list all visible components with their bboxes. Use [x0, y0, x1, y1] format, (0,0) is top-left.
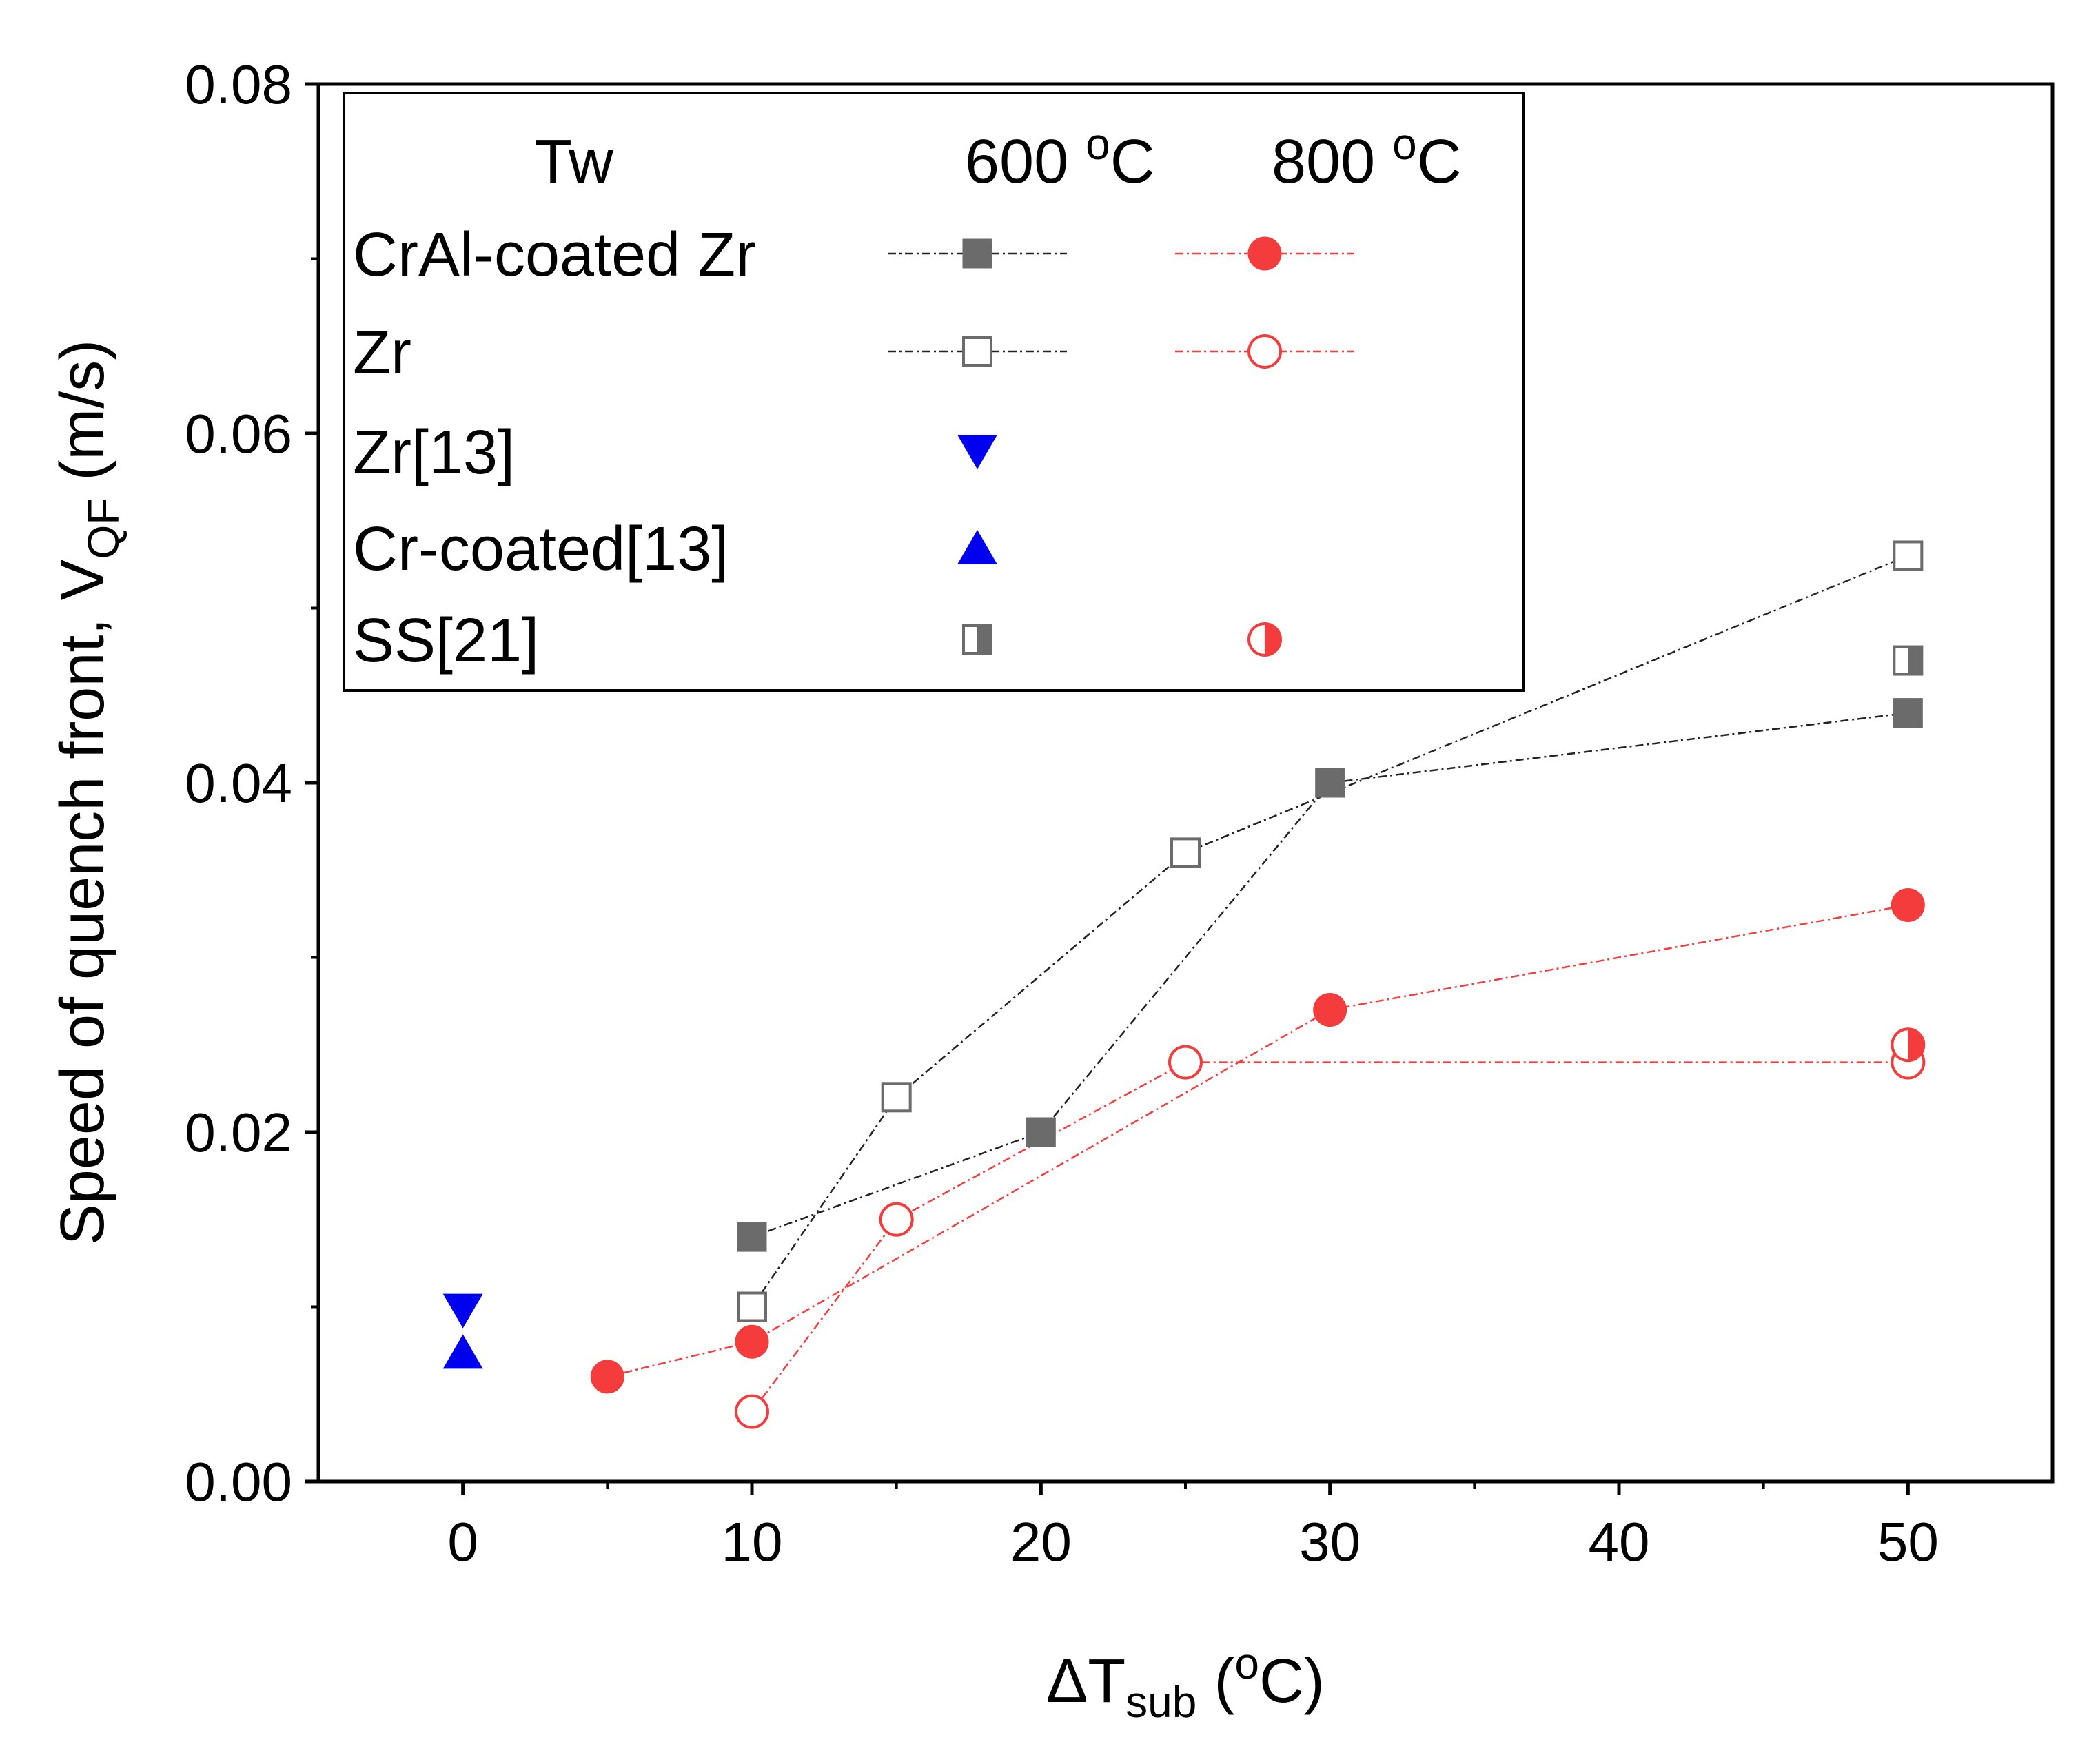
series-line-crai-600	[751, 712, 1908, 1238]
legend-box	[343, 92, 1525, 692]
point-zr-800	[879, 1202, 914, 1237]
point-cr13	[442, 1334, 483, 1369]
y-tick-label: 0.02	[185, 1102, 292, 1163]
axes-layer: 0 10 20 30 40 50 0.00 0.02 0.04 0.06 0.08	[185, 54, 2055, 1572]
marker-body	[1313, 993, 1347, 1027]
marker-half	[1908, 646, 1922, 675]
legend-label: Zr[13]	[353, 418, 515, 487]
legend-marker-zr-600	[962, 336, 992, 367]
point-crai-800	[1313, 993, 1347, 1027]
marker-body	[737, 1222, 767, 1252]
point-crai-600	[737, 1222, 767, 1252]
legend-label: CrAl-coated Zr	[353, 220, 756, 289]
marker-body	[442, 1334, 483, 1369]
marker-body	[590, 1360, 624, 1394]
marker-half	[977, 626, 991, 653]
point-zr13	[442, 1293, 483, 1329]
marker-body	[1026, 1117, 1056, 1147]
series-line-zr-800	[751, 1061, 1908, 1413]
marker-body	[962, 336, 992, 367]
marker-body	[1247, 236, 1282, 271]
legend: Tw 600 oC 800 oC CrAl-coated Zr Zr Zr[13] Cr-c…	[343, 92, 1525, 692]
legend-marker-crai-600	[962, 238, 992, 269]
legend-marker-ss21-600	[962, 624, 992, 655]
legend-marker-zr13	[957, 435, 997, 469]
legend-label: Zr	[353, 318, 411, 387]
legend-marker-ss21-800	[1247, 622, 1282, 657]
legend-marker-crai-800	[1247, 236, 1282, 271]
legend-header-tw: Tw	[534, 127, 614, 196]
series-points-layer	[442, 540, 1926, 1429]
marker-body	[1893, 540, 1924, 571]
y-tick-label: 0.04	[185, 752, 292, 814]
marker-body	[1247, 334, 1282, 369]
legend-marker-zr-800	[1247, 334, 1282, 369]
y-tick-label: 0.08	[185, 54, 292, 115]
axis-titles-layer: ΔTsub (oC) Speed of quench front, VQF (m/…	[48, 340, 1325, 1727]
x-tick-label: 20	[1010, 1511, 1072, 1572]
y-axis-title: Speed of quench front, VQF (m/s)	[48, 340, 128, 1246]
point-zr-600	[1893, 540, 1924, 571]
legend-header-800: 800 oC	[1272, 119, 1462, 196]
point-crai-600	[1315, 768, 1345, 798]
legend-marker-cr13	[957, 530, 997, 564]
x-tick-label: 50	[1877, 1511, 1939, 1572]
x-tick-label: 30	[1299, 1511, 1361, 1572]
marker-body	[1315, 768, 1345, 798]
x-axis-title: ΔTsub (oC)	[1046, 1639, 1325, 1727]
point-crai-800	[735, 1324, 769, 1359]
x-tick-label: 0	[447, 1511, 478, 1572]
point-crai-600	[1026, 1117, 1056, 1147]
point-zr-600	[737, 1291, 767, 1322]
legend-label: SS[21]	[353, 606, 539, 675]
x-tick-label: 10	[722, 1511, 783, 1572]
legend-label: Cr-coated[13]	[353, 515, 729, 584]
point-zr-800	[1168, 1045, 1203, 1080]
marker-body	[879, 1202, 914, 1237]
marker-body	[881, 1082, 912, 1113]
marker-body	[737, 1291, 767, 1322]
series-line-crai-800	[607, 904, 1908, 1378]
point-crai-600	[1893, 698, 1923, 728]
point-ss21-800	[1891, 1027, 1926, 1063]
marker-body	[735, 1324, 769, 1359]
marker-body	[957, 435, 997, 469]
marker-body	[735, 1394, 769, 1429]
marker-body	[962, 238, 992, 269]
marker-body	[1891, 888, 1925, 922]
point-zr-600	[1170, 837, 1201, 868]
point-zr-800	[735, 1394, 769, 1429]
x-tick-label: 40	[1589, 1511, 1650, 1572]
point-crai-800	[590, 1360, 624, 1394]
marker-half	[1250, 625, 1265, 654]
y-tick-label: 0.00	[185, 1451, 292, 1512]
series-lines-layer	[607, 555, 1908, 1413]
y-tick-label: 0.06	[185, 403, 292, 464]
marker-body	[1168, 1045, 1203, 1080]
marker-body	[1893, 698, 1923, 728]
marker-body	[442, 1293, 483, 1329]
series-line-zr-600	[751, 555, 1908, 1308]
point-ss21-600	[1893, 645, 1924, 676]
point-crai-800	[1891, 888, 1925, 922]
legend-header-600: 600 oC	[965, 119, 1155, 196]
point-zr-600	[881, 1082, 912, 1113]
marker-body	[957, 530, 997, 564]
marker-body	[1170, 837, 1201, 868]
marker-half	[1893, 1030, 1908, 1060]
